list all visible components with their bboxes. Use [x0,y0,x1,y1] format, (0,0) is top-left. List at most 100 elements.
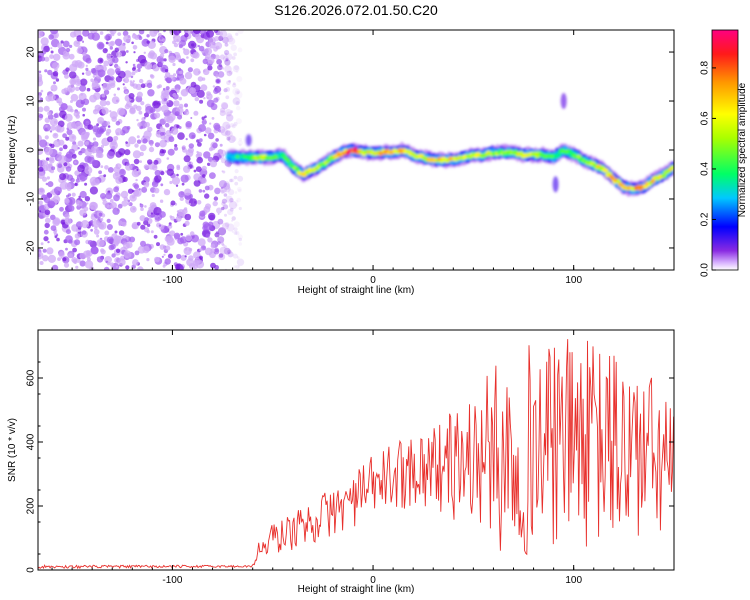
noise-speckle [233,231,238,235]
noise-speckle [221,201,226,206]
noise-speckle [143,130,152,139]
noise-speckle [100,217,104,222]
noise-speckle [163,188,171,196]
noise-speckle [38,113,44,119]
noise-speckle [207,57,215,65]
noise-speckle [147,89,155,97]
noise-speckle [71,257,77,263]
noise-speckle [154,142,160,148]
noise-speckle [110,243,116,250]
snr-xtick-label: 0 [370,575,376,586]
noise-speckle [115,120,121,126]
chart-title: S126.2026.072.01.50.C20 [274,2,438,18]
noise-speckle [196,89,205,98]
noise-speckle [55,78,60,82]
noise-speckle [143,164,149,170]
noise-speckle [225,124,231,130]
noise-speckle [163,98,167,101]
noise-speckle [46,176,50,180]
noise-speckle [60,40,64,44]
noise-speckle [117,203,123,209]
snr-panel: -100 0 100 0 200 400 600 Height of straight li… [7,329,675,595]
noise-speckle [49,143,52,147]
noise-speckle [42,255,49,262]
noise-speckle [159,53,165,58]
noise-speckle [97,69,106,78]
noise-speckle [100,248,105,253]
noise-speckle [105,33,112,41]
noise-speckle [181,182,185,186]
noise-speckle [68,71,77,79]
noise-speckle [44,56,50,62]
noise-speckle [178,44,183,49]
noise-speckle [208,221,214,227]
noise-speckle [67,205,75,212]
noise-speckle [63,87,69,93]
noise-speckle [207,132,215,140]
noise-speckle [167,100,170,103]
noise-speckle [101,107,109,115]
noise-speckle [225,87,231,92]
noise-speckle [238,237,242,242]
noise-speckle [169,230,176,237]
noise-speckle [97,117,105,124]
noise-speckle [237,47,243,53]
noise-speckle [65,47,71,53]
noise-speckle [75,99,85,108]
noise-speckle [102,82,110,91]
noise-speckle [47,69,53,76]
noise-speckle [193,179,201,187]
noise-speckle [173,146,179,151]
noise-speckle [98,170,102,175]
noise-speckle [237,234,243,240]
noise-speckle [188,195,192,198]
noise-speckle [129,105,134,110]
noise-speckle [184,71,193,80]
noise-speckle [53,53,61,61]
noise-speckle [144,217,149,222]
noise-speckle [165,130,172,136]
noise-speckle [180,58,186,64]
noise-speckle [38,73,43,81]
noise-speckle [203,118,207,121]
noise-speckle [199,248,203,252]
noise-speckle [51,264,59,270]
noise-speckle [52,62,60,70]
noise-speckle [184,103,188,108]
noise-speckle [220,186,227,193]
noise-speckle [75,86,80,92]
noise-speckle [136,63,143,69]
noise-speckle [101,93,106,98]
noise-speckle [94,109,97,112]
noise-speckle [145,105,154,114]
noise-speckle [136,168,139,171]
noise-speckle [161,255,164,258]
noise-speckle [109,262,115,267]
noise-speckle [92,75,96,78]
noise-speckle [118,43,126,52]
noise-speckle [139,144,147,152]
noise-speckle [184,255,187,258]
noise-speckle [132,189,135,193]
noise-speckle [91,159,99,166]
noise-speckle [212,142,218,149]
noise-speckle [185,234,193,242]
noise-speckle [41,49,47,55]
noise-speckle [206,99,215,108]
noise-speckle [237,175,244,182]
noise-speckle [177,237,185,245]
colorbar-tick-label: 0.0 [700,263,711,277]
noise-speckle [65,229,71,235]
noise-speckle [92,178,100,186]
spectrogram-ytick-label: -20 [26,240,37,255]
noise-speckle [121,221,127,227]
noise-speckle [39,261,44,265]
noise-speckle [113,186,119,193]
noise-speckle [205,53,211,59]
noise-speckle [154,169,161,177]
noise-speckle [44,135,49,140]
noise-speckle [93,212,96,215]
noise-speckle [228,125,231,129]
noise-speckle [184,213,192,221]
noise-speckle [50,125,56,131]
